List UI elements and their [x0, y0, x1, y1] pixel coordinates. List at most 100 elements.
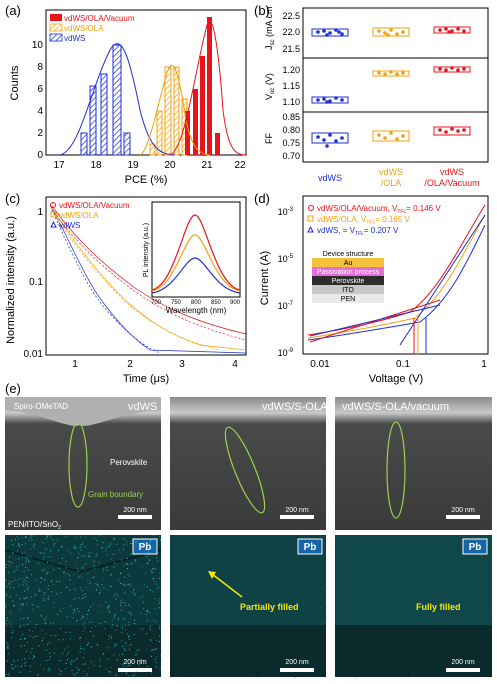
c-ytick: 0.01 — [24, 349, 44, 360]
pb-badge — [297, 538, 323, 555]
panel-b-label: (b) — [254, 3, 270, 18]
x-tick: 17 — [53, 160, 65, 171]
panel-c-frame — [45, 196, 247, 356]
d-ytick: 10-3 — [278, 207, 294, 217]
pce-bars-vdws — [80, 44, 131, 156]
pb-label: Pb — [139, 542, 152, 553]
scale-label: 200 nm — [285, 659, 309, 666]
fit-vdws — [59, 43, 176, 156]
group-vdws: vdWS — [318, 173, 342, 183]
panel-a-ylabel: Counts — [9, 65, 21, 100]
group-ola-2: /OLA — [381, 178, 402, 188]
pb-label: Pb — [304, 542, 317, 553]
voc-axis-label: Voc (V) — [264, 73, 276, 100]
sem-image-vacuum: vdWS/S-OLA/vacuum 200 nm — [335, 397, 492, 530]
box-jsc-ola — [372, 27, 410, 37]
d-ytick: 10-7 — [278, 301, 294, 311]
group-ola-1: vdWS — [379, 167, 403, 177]
inset-xtick: 750 — [171, 300, 182, 306]
y-tick: 8 — [37, 62, 43, 73]
eds-map-ola: Pb Partially filled 200 nm — [170, 535, 326, 677]
d-tfl: TFL — [397, 209, 406, 215]
c-xtick: 3 — [179, 359, 185, 370]
d-ylabel: Current (A) — [259, 251, 271, 305]
ff-tick: 0.75 — [282, 138, 300, 148]
panel-b-frame-ff — [302, 111, 489, 163]
panel-c-label: (c) — [5, 191, 20, 206]
y-tick: 0 — [37, 150, 43, 161]
bar-vacuum — [215, 133, 220, 155]
pce-bars-ola — [149, 66, 188, 156]
decay-vacuum — [51, 205, 247, 341]
fit-line-blue — [309, 304, 441, 337]
panel-e-label: (e) — [5, 381, 21, 396]
group-vac-2: /OLA/Vacuum — [424, 178, 479, 188]
legend-ola: vdWS/OLA — [64, 24, 104, 33]
jsc-axis-label: Jsc (mA cm — [264, 6, 276, 50]
decay-vdws — [49, 204, 247, 354]
panel-d-frame — [302, 195, 489, 355]
y-tick: 2 — [37, 128, 43, 139]
scale-label: 200 nm — [123, 507, 147, 514]
bar-vacuum — [200, 56, 205, 155]
jsc-unit: (mA cm — [264, 6, 274, 37]
bar-vdws — [112, 44, 122, 156]
c-ytick: 1 — [37, 207, 43, 218]
layer-au-label: Au — [344, 260, 353, 267]
d-xtick: 1 — [481, 359, 487, 370]
panel-d-label: (d) — [254, 191, 270, 206]
inset-xtick: 700 — [151, 300, 162, 306]
substrate-label: PEN/ITO/SnO2 — [8, 520, 61, 531]
scale-label: 200 nm — [451, 659, 475, 666]
d-ytick: 10-5 — [278, 254, 294, 264]
partial-label: Partially filled — [240, 602, 299, 612]
layer-pero-label: Perovskite — [332, 278, 365, 285]
bar-vdws — [80, 132, 88, 156]
panel-a-histogram: (a) vdWS/OLA/Vacuum — [5, 3, 247, 186]
inset-xtick: 800 — [191, 300, 202, 306]
d-xlabel: Voltage (V) — [369, 373, 423, 385]
y-tick: 4 — [37, 106, 43, 117]
bar-ola — [156, 110, 163, 156]
x-tick: 20 — [164, 160, 176, 171]
x-tick: 22 — [234, 160, 246, 171]
jsc-tick: 21.5 — [282, 44, 300, 54]
layer-pen — [312, 294, 384, 303]
inset-xtick: 850 — [211, 300, 222, 306]
pb-label: Pb — [469, 542, 482, 553]
panel-a-xticks: 17 18 19 20 21 22 — [53, 160, 246, 171]
legend-vacuum: vdWS/OLA/Vacuum — [64, 14, 135, 23]
panel-d-sclc: (d) vdWS/OLA/Vacuum, VTFL= 0.146 V vdWS/… — [254, 191, 489, 385]
layer-au — [312, 258, 384, 267]
scale-label: 200 nm — [123, 659, 147, 666]
panel-a-label: (a) — [5, 3, 21, 18]
grain-label: Grain boundary — [88, 490, 143, 499]
fit-vacuum — [169, 20, 246, 156]
device-title: Device structure — [323, 251, 374, 258]
inset-ylabel: PL intensity (a.u.) — [143, 223, 150, 277]
fit-ola — [139, 64, 211, 156]
legend-swatch-vdws — [49, 33, 63, 42]
d-xtick: 0.1 — [396, 359, 410, 370]
c-legend-ola: vdWS/OLA — [59, 211, 99, 220]
layer-pen-label: PEN — [341, 296, 355, 303]
layer-ito — [312, 285, 384, 294]
y-tick: 10 — [32, 40, 44, 51]
ff-tick: 0.80 — [282, 125, 300, 135]
layer-passivation — [312, 267, 384, 276]
box-voc-vdws — [311, 96, 349, 104]
grain-ellipse-2 — [224, 426, 266, 514]
panel-b-frame-voc — [302, 57, 489, 113]
voc-tick: 1.20 — [282, 65, 300, 75]
fit-line-steep — [399, 214, 486, 346]
ff-axis-label: FF — [264, 133, 274, 144]
ff-tick: 0.70 — [282, 151, 300, 161]
bar-vacuum — [193, 89, 198, 155]
c-xtick: 4 — [232, 359, 238, 370]
legend-swatch-vacuum — [50, 14, 62, 21]
bar-ola — [173, 66, 180, 156]
inset-peak-vacuum — [151, 214, 241, 291]
legend-vdws: vdWS — [64, 34, 85, 43]
d-xtick: 0.01 — [310, 359, 330, 370]
scale-label: 200 nm — [285, 507, 309, 514]
